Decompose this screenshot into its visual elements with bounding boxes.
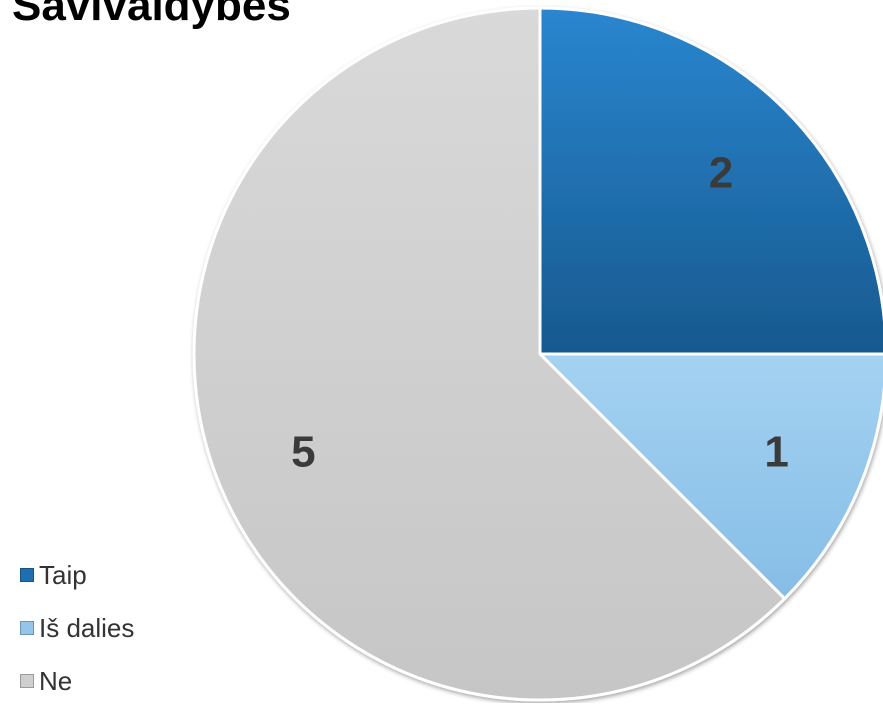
chart-title: Savivaldybės: [12, 0, 291, 30]
legend-item-is-dalies: Iš dalies: [20, 611, 134, 645]
legend-label-ne: Ne: [39, 665, 73, 696]
data-label-is-dalies: 1: [764, 428, 788, 477]
legend-swatch-ne: [20, 674, 34, 688]
data-label-taip: 2: [709, 149, 733, 198]
legend-label-is-dalies: Iš dalies: [39, 612, 135, 643]
legend-label-taip: Taip: [39, 559, 87, 590]
legend-item-taip: Taip: [20, 558, 134, 592]
pie-slice-taip: [538, 6, 883, 356]
legend-swatch-taip: [20, 568, 34, 582]
legend-swatch-is-dalies: [20, 621, 34, 635]
legend: Taip Iš dalies Ne: [20, 558, 134, 717]
data-label-ne: 5: [291, 428, 315, 477]
pie-slice-is-dalies: [538, 352, 883, 601]
pie-slice-ne: [192, 6, 787, 702]
legend-item-ne: Ne: [20, 664, 134, 698]
